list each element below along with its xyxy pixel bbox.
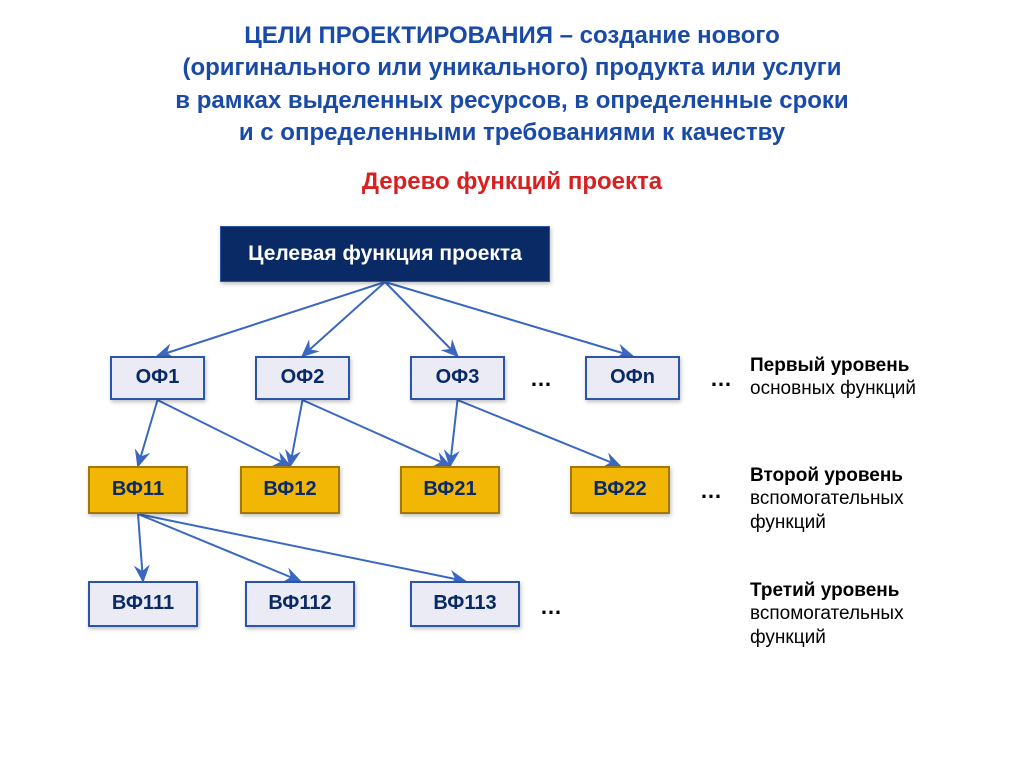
level1-node-ellipsis-0: … [530,366,552,392]
edge-root-ofn [385,282,633,356]
level3-node-ellipsis-0: … [540,594,562,620]
level3-node-label: Третий уровень вспомогательных функций [750,579,980,650]
edge-of2-vf21 [303,400,451,466]
level1-node-of1: ОФ1 [110,356,205,400]
edge-root-of2 [303,282,386,356]
level1-node-ellipsis-1: … [710,366,732,392]
level2-node-label: Второй уровень вспомогательных функций [750,464,980,535]
page-heading: ЦЕЛИ ПРОЕКТИРОВАНИЯ – создание нового (о… [30,20,994,150]
level3-node-vf112: ВФ112 [245,581,355,627]
edge-root-of3 [385,282,458,356]
heading-line-1: ЦЕЛИ ПРОЕКТИРОВАНИЯ – создание нового [244,22,779,49]
level1-node-label-bold: Первый уровень [750,355,909,376]
heading-line-2: (оригинального или уникального) продукта… [182,54,841,81]
edge-of3-vf21 [450,400,458,466]
edge-vf11-vf112 [138,514,300,581]
diagram-subtitle: Дерево функций проекта [30,168,994,196]
level2-node-vf11: ВФ11 [88,466,188,514]
edge-vf11-vf113 [138,514,465,581]
level3-node-vf111: ВФ111 [88,581,198,627]
level2-node-label-rest: вспомогательных функций [750,488,904,533]
level1-node-of2: ОФ2 [255,356,350,400]
level2-node-ellipsis-0: … [700,478,722,504]
root-node: Целевая функция проекта [220,226,550,282]
level1-node-label: Первый уровень основных функций [750,354,980,402]
heading-line-3: в рамках выделенных ресурсов, в определе… [175,87,848,114]
level2-node-label-bold: Второй уровень [750,465,903,486]
level3-node-label-rest: вспомогательных функций [750,603,904,648]
level1-node-label-rest: основных функций [750,378,916,399]
edge-root-of1 [158,282,386,356]
edge-of1-vf12 [158,400,291,466]
edge-of3-vf22 [458,400,621,466]
edge-of2-vf12 [290,400,303,466]
level2-node-vf21: ВФ21 [400,466,500,514]
level3-node-vf113: ВФ113 [410,581,520,627]
heading-line-4: и с определенными требованиями к качеств… [239,119,785,146]
level3-node-label-bold: Третий уровень [750,580,899,601]
level2-node-vf12: ВФ12 [240,466,340,514]
edge-vf11-vf111 [138,514,143,581]
subtitle-text: Дерево функций проекта [362,168,662,195]
level1-node-ofn: ОФn [585,356,680,400]
function-tree-diagram: Целевая функция проекта ОФ1 ОФ2 ОФ3 ОФn … … Пер… [30,226,990,696]
edge-of1-vf11 [138,400,158,466]
level2-node-vf22: ВФ22 [570,466,670,514]
level1-node-of3: ОФ3 [410,356,505,400]
